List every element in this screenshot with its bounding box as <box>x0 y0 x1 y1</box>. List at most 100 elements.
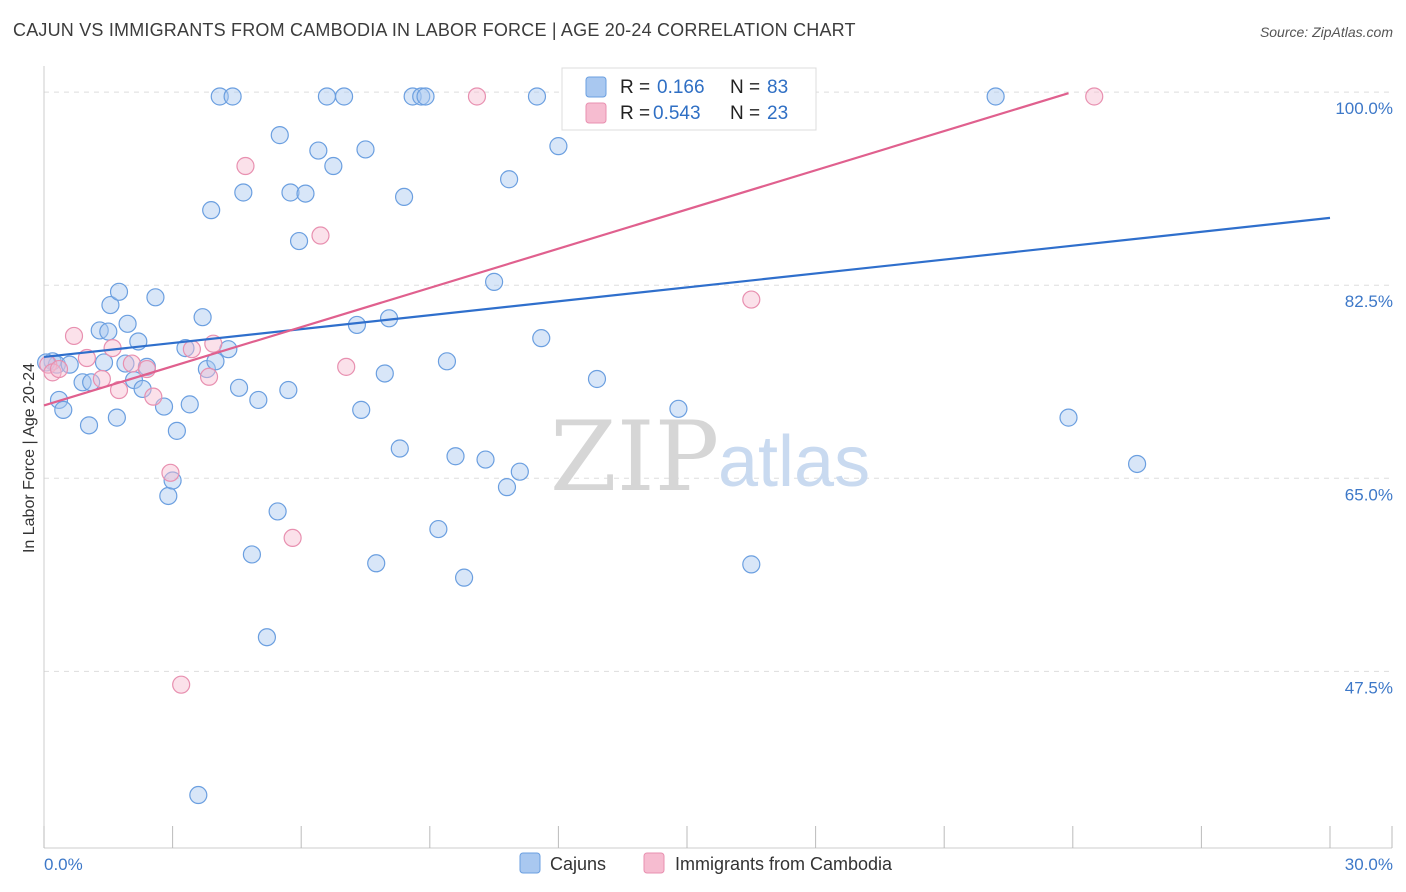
trend-lines <box>43 92 1331 407</box>
cajun-point <box>347 315 367 335</box>
cajun-point <box>510 462 529 481</box>
cambodia-point <box>49 359 69 379</box>
stats-camb-n-label: N = <box>730 103 760 124</box>
stats-swatch-cajun <box>585 76 607 98</box>
cajun-point <box>532 329 551 348</box>
y-tick-label: 100.0% <box>1335 99 1393 118</box>
stats-cajun-r-label: R = <box>620 77 650 98</box>
cajun-point <box>334 87 354 106</box>
cajun-point <box>437 352 457 371</box>
cajun-point <box>986 87 1005 106</box>
grid-lines <box>44 91 1392 672</box>
cajun-point <box>229 378 249 397</box>
watermark: ZIP atlas <box>550 401 870 513</box>
cajun-point <box>234 183 253 202</box>
cajun-point <box>242 545 262 564</box>
cajun-point <box>324 156 343 176</box>
cajun-point <box>309 141 328 160</box>
cajun-point <box>180 395 199 414</box>
cajun-point <box>202 201 221 220</box>
cambodia-point <box>337 357 356 376</box>
stats-camb-r-label: R = <box>620 103 650 124</box>
x-tick-label: 30.0% <box>1345 855 1393 874</box>
cambodia-point <box>144 387 163 406</box>
cajun-point <box>317 87 337 106</box>
cajun-point <box>60 355 79 374</box>
cajun-point <box>176 338 195 358</box>
cajun-point <box>268 502 287 521</box>
cajun-point <box>99 322 118 341</box>
cambodia-point <box>64 326 84 346</box>
x-tick-label: 0.0% <box>44 855 83 874</box>
cajun-point <box>367 554 386 573</box>
cajun-point <box>416 87 435 106</box>
cambodia-point <box>283 528 302 548</box>
stats-camb-n-value: 23 <box>767 103 788 124</box>
cajun-point <box>101 295 120 315</box>
cajun-point <box>412 87 431 106</box>
stats-swatch-camb <box>585 102 607 124</box>
cajun-point <box>118 314 137 333</box>
cajun-point <box>223 87 242 106</box>
series-legend: Cajuns Immigrants from Cambodia <box>519 852 893 874</box>
legend-swatch-cajuns <box>519 852 541 874</box>
cajun-point <box>476 450 495 469</box>
trend-line-cambodia <box>43 92 1069 407</box>
stats-cajun-n-value: 83 <box>767 77 788 98</box>
cambodia-point <box>199 367 219 386</box>
cajun-point <box>500 170 519 189</box>
cambodia-point <box>172 675 191 694</box>
cajun-point <box>189 785 208 805</box>
trend-line-cajuns <box>43 216 1331 359</box>
cajun-point <box>210 87 229 106</box>
stats-cajun-r-value: 0.166 <box>657 77 705 98</box>
chart-title: CAJUN VS IMMIGRANTS FROM CAMBODIA IN LAB… <box>13 20 856 40</box>
cajun-point <box>79 416 99 435</box>
cajun-point <box>429 519 448 539</box>
cajun-point <box>352 400 371 419</box>
legend-swatch-cambodia <box>643 852 665 874</box>
y-axis-label: In Labor Force | Age 20-24 <box>21 363 38 553</box>
cajun-point <box>249 390 268 410</box>
cajun-point <box>454 568 474 587</box>
cambodia-point <box>311 226 330 245</box>
cajun-point <box>1127 454 1147 474</box>
cajun-point <box>167 421 186 440</box>
cajun-point <box>289 231 309 251</box>
cambodia-point <box>161 463 180 482</box>
cajun-point <box>257 628 277 647</box>
cambodia-point <box>236 156 255 176</box>
cambodia-point <box>742 290 761 309</box>
cajun-point <box>1059 408 1078 427</box>
stats-legend: R = 0.166 N = 83 R = 0.543 N = 23 <box>561 67 817 131</box>
cajun-point <box>742 555 761 574</box>
cajun-point <box>193 308 212 327</box>
cajun-point <box>549 137 568 156</box>
y-tick-label: 82.5% <box>1345 292 1393 311</box>
cajun-point <box>54 400 73 419</box>
cajun-point <box>107 408 126 427</box>
stats-cajun-n-label: N = <box>730 77 760 98</box>
cambodia-point <box>182 340 201 359</box>
cajun-point <box>587 369 607 389</box>
cambodia-point <box>467 87 487 106</box>
legend-label-cajuns: Cajuns <box>550 854 606 874</box>
axes <box>43 66 1393 849</box>
cajun-point <box>446 447 465 466</box>
y-tick-label: 65.0% <box>1345 485 1393 504</box>
stats-camb-r-value: 0.543 <box>653 103 701 124</box>
cajun-point <box>279 380 298 400</box>
cajun-point <box>669 399 688 418</box>
y-tick-label: 47.5% <box>1345 678 1393 697</box>
cajun-point <box>281 183 300 202</box>
cajun-point <box>116 354 135 373</box>
cajun-point <box>159 486 178 506</box>
cajun-point <box>375 364 394 383</box>
cajun-point <box>356 140 375 159</box>
watermark-zip: ZIP <box>550 401 719 513</box>
cambodia-point <box>1085 87 1104 106</box>
legend-label-cambodia: Immigrants from Cambodia <box>675 854 893 874</box>
cajun-point <box>296 184 315 203</box>
cajun-point <box>485 272 504 291</box>
